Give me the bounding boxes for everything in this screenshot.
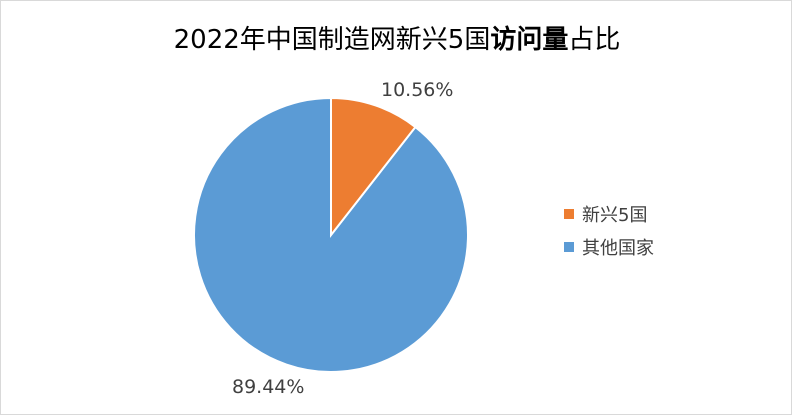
- chart-title: 2022年中国制造网新兴5国访问量占比: [1, 19, 791, 56]
- title-bold-part: 访问量: [490, 25, 569, 55]
- pie-slice-0: [330, 96, 417, 238]
- data-label-0: 10.56%: [381, 79, 453, 101]
- title-part: 占比: [568, 25, 621, 55]
- legend-label: 其他国家: [582, 238, 654, 259]
- legend-swatch: [564, 209, 574, 219]
- legend-item-1: 其他国家: [564, 234, 654, 260]
- legend-item-0: 新兴5国: [564, 201, 647, 227]
- data-label-1: 89.44%: [232, 376, 304, 398]
- legend-swatch: [564, 242, 574, 252]
- legend-label: 新兴5国: [582, 205, 648, 226]
- title-part: 2022年中国制造网新兴5国: [173, 25, 491, 55]
